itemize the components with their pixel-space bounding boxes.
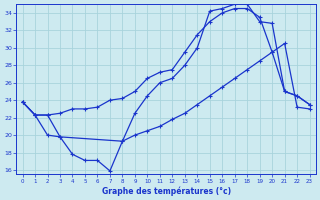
X-axis label: Graphe des températures (°c): Graphe des températures (°c) (101, 186, 231, 196)
